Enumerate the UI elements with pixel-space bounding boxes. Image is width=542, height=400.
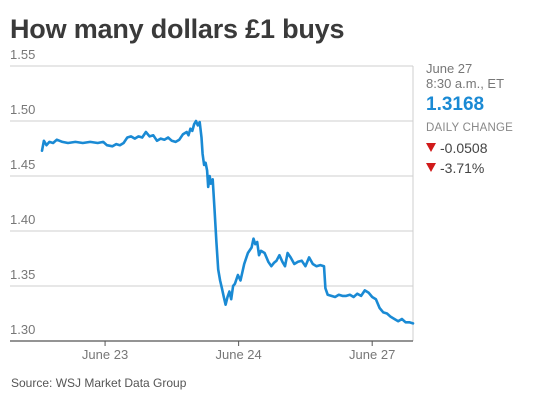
down-triangle-icon: [426, 163, 436, 172]
down-triangle-icon: [426, 143, 436, 152]
daily-change-pct-row: -3.71%: [426, 160, 538, 176]
y-tick-label: 1.45: [10, 157, 36, 172]
x-tick-label: June 23: [81, 347, 129, 362]
daily-change-label: DAILY CHANGE: [426, 122, 513, 134]
daily-change-row: -0.0508: [426, 140, 538, 156]
latest-value: 1.3168: [426, 94, 485, 115]
source-note: Source: WSJ Market Data Group: [11, 376, 187, 390]
x-tick-label: June 27: [349, 347, 396, 362]
x-axis-ticks: [104, 341, 373, 346]
daily-change-percent: -3.71%: [440, 160, 485, 176]
latest-time: 8:30 a.m., ET: [426, 76, 505, 91]
y-tick-label: 1.55: [10, 47, 36, 62]
x-tick-label: June 24: [215, 347, 262, 362]
series-line: [40, 119, 415, 325]
y-tick-label: 1.35: [10, 267, 36, 282]
daily-change-value: -0.0508: [440, 140, 488, 156]
y-tick-label: 1.50: [10, 102, 36, 117]
grid-lines: [10, 65, 414, 341]
y-tick-label: 1.30: [10, 322, 36, 337]
chart-title: How many dollars £1 buys: [10, 14, 345, 44]
latest-date: June 27: [426, 61, 473, 76]
y-tick-label: 1.40: [10, 212, 36, 227]
